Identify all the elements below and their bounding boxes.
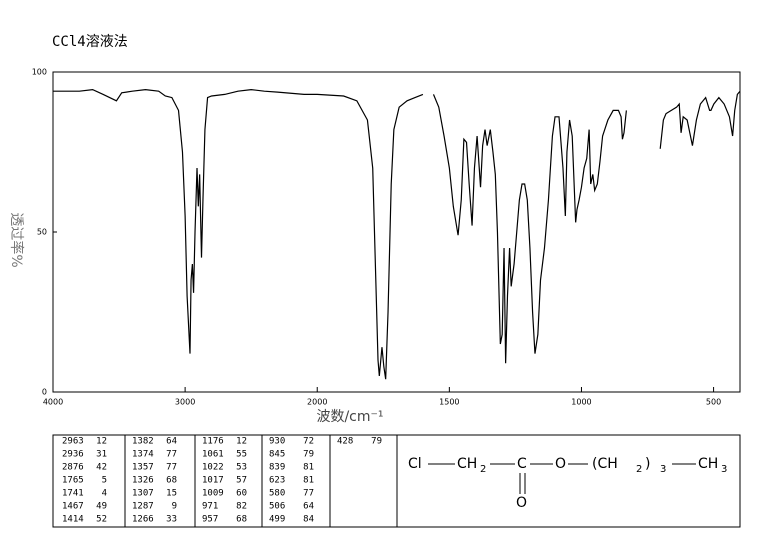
x-tick-label: 4000 bbox=[43, 398, 63, 407]
y-tick-label: 50 bbox=[37, 228, 47, 237]
peak-transmittance: 12 bbox=[96, 437, 107, 447]
structure-text: 3 bbox=[660, 464, 666, 475]
peak-transmittance: 77 bbox=[303, 489, 314, 499]
peak-transmittance: 60 bbox=[236, 489, 247, 499]
peak-transmittance: 68 bbox=[236, 515, 247, 525]
structure-text: 2 bbox=[480, 464, 486, 475]
peak-transmittance: 77 bbox=[166, 450, 177, 460]
peak-transmittance: 82 bbox=[236, 502, 247, 512]
peak-wavenumber: 930 bbox=[269, 437, 285, 447]
peak-wavenumber: 839 bbox=[269, 463, 285, 473]
structure-text: CH bbox=[698, 456, 718, 472]
peak-transmittance: 64 bbox=[303, 502, 314, 512]
peak-wavenumber: 1765 bbox=[62, 476, 84, 486]
x-tick-label: 1000 bbox=[571, 398, 591, 407]
peak-wavenumber: 1357 bbox=[132, 463, 154, 473]
peak-transmittance: 84 bbox=[303, 515, 314, 525]
peak-wavenumber: 1266 bbox=[132, 515, 154, 525]
structure-text: 2 bbox=[636, 464, 642, 475]
peak-transmittance: 79 bbox=[303, 450, 314, 460]
peak-wavenumber: 1009 bbox=[202, 489, 224, 499]
peak-wavenumber: 428 bbox=[337, 437, 353, 447]
structure-text: Cl bbox=[408, 456, 422, 472]
peak-transmittance: 49 bbox=[96, 502, 107, 512]
peak-wavenumber: 2876 bbox=[62, 463, 84, 473]
x-axis-label: 波数/cm⁻¹ bbox=[316, 409, 383, 425]
structure-text: (CH bbox=[592, 456, 618, 472]
peak-transmittance: 33 bbox=[166, 515, 177, 525]
structure-text: CH bbox=[457, 456, 477, 472]
structure-text: O bbox=[555, 456, 566, 472]
peak-wavenumber: 1176 bbox=[202, 437, 224, 447]
peak-transmittance: 5 bbox=[102, 476, 107, 486]
peak-transmittance: 53 bbox=[236, 463, 247, 473]
x-tick-label: 2000 bbox=[307, 398, 327, 407]
peak-wavenumber: 845 bbox=[269, 450, 285, 460]
peak-transmittance: 81 bbox=[303, 476, 314, 486]
peak-transmittance: 57 bbox=[236, 476, 247, 486]
peak-wavenumber: 1414 bbox=[62, 515, 84, 525]
peak-wavenumber: 1741 bbox=[62, 489, 84, 499]
peak-wavenumber: 1017 bbox=[202, 476, 224, 486]
structure-text: 3 bbox=[721, 464, 727, 475]
table-dividers bbox=[124, 435, 398, 527]
peak-transmittance: 55 bbox=[236, 450, 247, 460]
peak-transmittance: 72 bbox=[303, 437, 314, 447]
peak-wavenumber: 1382 bbox=[132, 437, 154, 447]
peak-transmittance: 42 bbox=[96, 463, 107, 473]
peak-wavenumber: 1467 bbox=[62, 502, 84, 512]
y-tick-label: 100 bbox=[32, 68, 47, 77]
peak-wavenumber: 2963 bbox=[62, 437, 84, 447]
peak-wavenumber: 957 bbox=[202, 515, 218, 525]
peak-transmittance: 12 bbox=[236, 437, 247, 447]
peak-transmittance: 9 bbox=[172, 502, 177, 512]
peak-wavenumber: 971 bbox=[202, 502, 218, 512]
peak-wavenumber: 1022 bbox=[202, 463, 224, 473]
peak-wavenumber: 623 bbox=[269, 476, 285, 486]
peak-transmittance: 64 bbox=[166, 437, 177, 447]
structure-text: O bbox=[516, 495, 527, 511]
peak-wavenumber: 580 bbox=[269, 489, 285, 499]
spectrum-line bbox=[53, 88, 741, 380]
peak-wavenumber: 2936 bbox=[62, 450, 84, 460]
peak-wavenumber: 499 bbox=[269, 515, 285, 525]
peak-transmittance: 52 bbox=[96, 515, 107, 525]
peak-wavenumber: 506 bbox=[269, 502, 285, 512]
peak-wavenumber: 1326 bbox=[132, 476, 154, 486]
y-tick-label: 0 bbox=[42, 388, 47, 397]
x-tick-label: 1500 bbox=[439, 398, 459, 407]
y-axis-label: 透过率% bbox=[8, 212, 25, 267]
peak-transmittance: 15 bbox=[166, 489, 177, 499]
structure-text: C bbox=[517, 456, 527, 472]
peak-transmittance: 68 bbox=[166, 476, 177, 486]
peak-transmittance: 4 bbox=[102, 489, 107, 499]
structure-text: ) bbox=[645, 456, 650, 472]
peak-transmittance: 81 bbox=[303, 463, 314, 473]
chart-title: CCl4溶液法 bbox=[52, 34, 128, 50]
x-tick-label: 500 bbox=[706, 398, 721, 407]
peak-wavenumber: 1287 bbox=[132, 502, 154, 512]
peak-wavenumber: 1307 bbox=[132, 489, 154, 499]
peak-transmittance: 31 bbox=[96, 450, 107, 460]
peak-wavenumber: 1061 bbox=[202, 450, 224, 460]
bonds bbox=[428, 463, 696, 494]
peak-transmittance: 77 bbox=[166, 463, 177, 473]
peak-wavenumber: 1374 bbox=[132, 450, 154, 460]
x-tick-label: 3000 bbox=[175, 398, 195, 407]
peak-transmittance: 79 bbox=[371, 437, 382, 447]
